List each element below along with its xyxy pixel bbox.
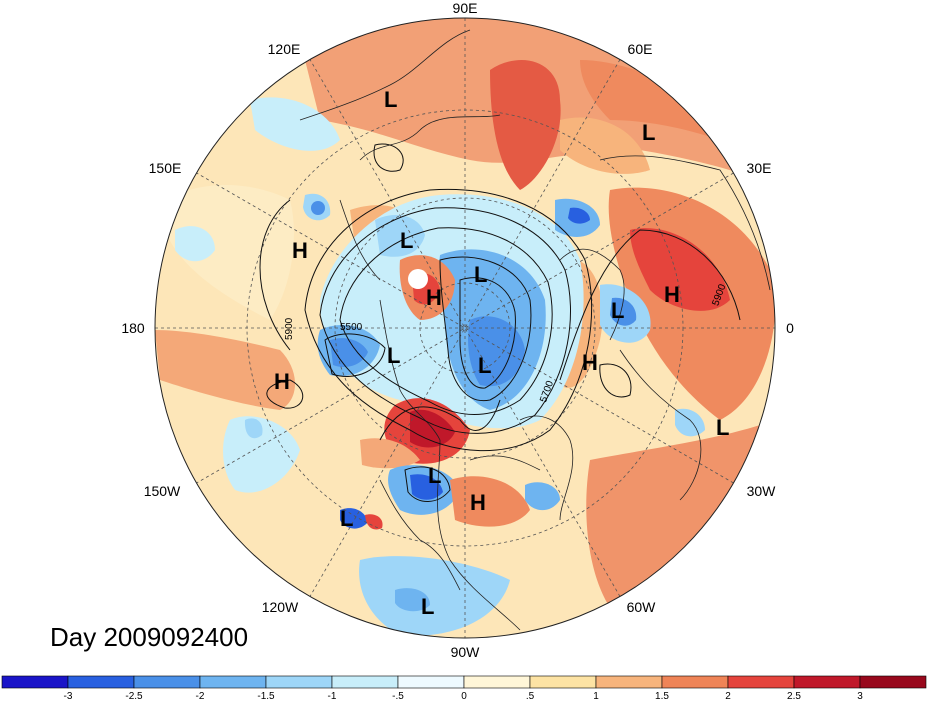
colorbar-swatch [67,675,135,689]
pressure-center-label: L [421,594,434,619]
colorbar: -3 -2.5 -2 -1.5 -1 -.5 0 .5 1 1.5 2 2.5 3 [1,675,927,702]
pressure-center-label: H [292,238,308,263]
pressure-center-label: L [478,353,491,378]
longitude-labels: 90E 60E 30E 0 30W 60W 90W 120W 150W 180 … [121,0,794,660]
longitude-label: 150E [149,160,182,176]
colorbar-swatch [529,675,597,689]
pressure-center-label: L [384,87,397,112]
longitude-label: 150W [144,483,181,499]
pressure-center-label: L [474,262,487,287]
longitude-label: 120E [268,41,301,57]
colorbar-tick-label: 3 [857,691,863,702]
longitude-label: 30E [747,160,772,176]
height-contours [259,143,741,502]
longitude-label: 120W [262,599,299,615]
pressure-center-label: L [428,463,441,488]
colorbar-swatch [265,675,333,689]
colorbar-swatch [595,675,663,689]
colorbar-tick-label: -1.5 [257,691,275,702]
colorbar-swatch [331,675,399,689]
colorbar-tick-label: -3 [64,691,73,702]
pressure-center-label: L [400,228,413,253]
pressure-center-label: H [470,490,486,515]
colorbar-swatch [793,675,861,689]
longitude-label: 60W [627,599,657,615]
colorbar-swatch [463,675,531,689]
colorbar-tick-label: -.5 [392,691,404,702]
colorbar-swatch [727,675,795,689]
colorbar-swatch [661,675,729,689]
longitude-label: 0 [786,320,794,336]
colorbar-tick-label: 2 [725,691,731,702]
colorbar-tick-label: -2.5 [125,691,143,702]
colorbar-tick-label: 2.5 [787,691,801,702]
colorbar-tick-label: -1 [328,691,337,702]
colorbar-tick-label: 1.5 [655,691,669,702]
graticule [155,18,775,638]
pressure-center-label: L [611,298,624,323]
contour-label: 5500 [340,322,363,333]
pressure-center-label: L [642,120,655,145]
pressure-center-label: L [716,415,729,440]
colorbar-swatch [859,675,927,689]
pressure-center-label: H [582,350,598,375]
longitude-label: 90W [451,644,481,660]
pressure-center-label: H [274,369,290,394]
longitude-label: 60E [628,41,653,57]
day-label: Day 2009092400 [50,622,248,652]
colorbar-tick-label: .5 [526,691,535,702]
colorbar-swatch [133,675,201,689]
colorbar-tick-label: 1 [593,691,599,702]
colorbar-swatch [1,675,69,689]
contour-label: 5900 [284,317,295,340]
pressure-center-label: H [664,282,680,307]
pressure-center-label: L [387,343,400,368]
longitude-label: 90E [453,0,478,16]
pressure-center-label: H [426,285,442,310]
map-border [154,17,776,639]
colorbar-tick-label: -2 [196,691,205,702]
longitude-label: 30W [747,483,777,499]
colorbar-swatch [199,675,267,689]
anomaly-field [155,18,775,638]
longitude-label: 180 [121,320,145,336]
colorbar-tick-label: 0 [461,691,467,702]
colorbar-swatch [397,675,465,689]
pressure-center-labels: L L H L L H L H L L H H L L H L L [274,87,729,619]
pressure-center-label: L [340,506,353,531]
